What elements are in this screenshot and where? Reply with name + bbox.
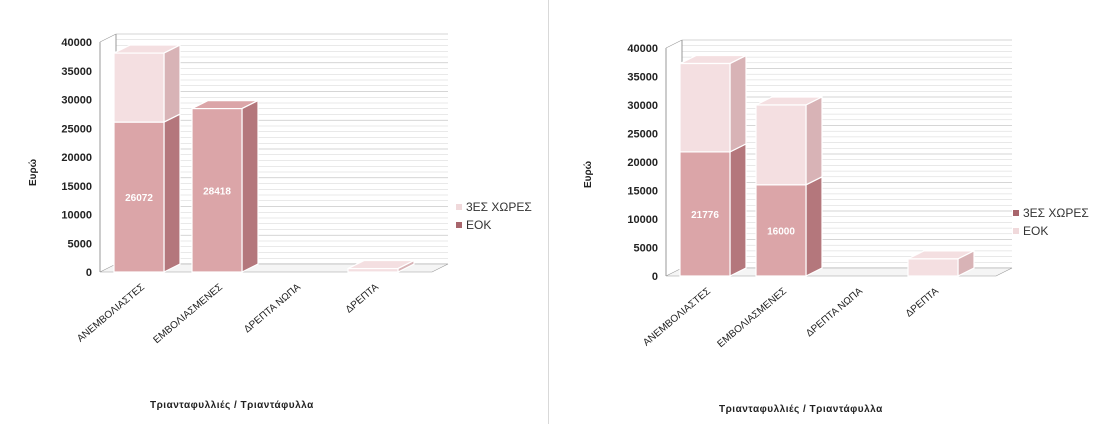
y-tick-label: 30000 — [61, 95, 92, 107]
legend: 3ΕΣ ΧΩΡΕΣ ΕΟΚ — [456, 198, 532, 234]
y-tick-label: 35000 — [627, 72, 658, 84]
wall-top-edge — [99, 33, 117, 43]
y-tick-label: 10000 — [627, 214, 658, 226]
bar-third-countries — [907, 249, 975, 277]
y-tick-label: 40000 — [627, 43, 658, 55]
y-tick-label: 15000 — [61, 181, 92, 193]
bar-front-face — [191, 107, 243, 273]
legend-label: 3ΕΣ ΧΩΡΕΣ — [466, 200, 532, 214]
bar-front-face — [679, 62, 731, 153]
x-tick-label: ΑΝΕΜΒΟΛΙΑΣΤΕΣ — [75, 282, 147, 345]
bar-data-label: 16000 — [767, 226, 795, 237]
y-tick-label: 0 — [86, 267, 92, 279]
x-tick-label: ΕΜΒΟΛΙΑΣΜΕΝΕΣ — [715, 286, 788, 350]
y-tick-label: 30000 — [627, 100, 658, 112]
chart-panel-left: 0 5000 10000 15000 20000 25000 30000 35000 40000… — [0, 0, 549, 424]
bar-side-face — [163, 44, 181, 124]
y-tick-label: 0 — [652, 271, 658, 283]
y-tick-label: 25000 — [61, 123, 92, 135]
x-tick-label: ΔΡΕΠΤΑ — [904, 286, 941, 320]
bar-front-face — [907, 258, 959, 277]
bar-front-face — [755, 184, 807, 277]
y-tick-label: 35000 — [61, 66, 92, 78]
bar-data-label: 21776 — [691, 210, 719, 221]
stacked-bar-chart-right: 0 5000 10000 15000 20000 25000 30000 35000 40000… — [627, 39, 1013, 350]
bar-side-face — [241, 99, 259, 273]
bar-front-face — [347, 267, 399, 273]
bar-third-countries — [113, 44, 181, 124]
y-tick-label: 20000 — [627, 157, 658, 169]
legend-item-third-countries: 3ΕΣ ΧΩΡΕΣ — [456, 198, 532, 216]
legend: 3ΕΣ ΧΩΡΕΣ ΕΟΚ — [1013, 204, 1089, 240]
stacked-bar-chart-left: 0 5000 10000 15000 20000 25000 30000 35000 40000… — [61, 33, 449, 346]
y-axis-label: Ευρώ — [28, 158, 39, 186]
y-tick-label: 15000 — [627, 186, 658, 198]
bar-front-face — [755, 104, 807, 186]
legend-label: ΕΟΚ — [1023, 224, 1049, 238]
y-tick-label: 5000 — [634, 243, 658, 255]
y-tick-label: 25000 — [627, 129, 658, 141]
x-tick-label: ΑΝΕΜΒΟΛΙΑΣΤΕΣ — [641, 286, 713, 349]
x-axis-label: Τριανταφυλλιές / Τριαντάφυλλα — [719, 404, 883, 415]
y-tick-label: 10000 — [61, 210, 92, 222]
bar-front-face — [113, 121, 165, 273]
wall-top-edge — [665, 39, 683, 49]
bar-data-label: 28418 — [203, 186, 231, 197]
bar-third-countries — [679, 54, 747, 153]
x-tick-label: ΔΡΕΠΤΑ — [344, 282, 381, 316]
legend-swatch — [456, 222, 462, 228]
y-tick-label: 40000 — [61, 37, 92, 49]
legend-swatch — [1013, 210, 1019, 216]
bar-side-face — [805, 96, 823, 186]
bar-front-face — [113, 52, 165, 123]
x-axis-label: Τριανταφυλλιές / Τριαντάφυλλα — [150, 400, 314, 411]
legend-swatch — [456, 204, 462, 210]
legend-label: ΕΟΚ — [466, 218, 492, 232]
bar-side-face — [729, 142, 747, 277]
x-tick-label: ΔΡΕΠΤΑ ΝΩΠΑ — [242, 282, 303, 336]
x-tick-label: ΔΡΕΠΤΑ ΝΩΠΑ — [804, 286, 865, 340]
bar-data-label: 26072 — [125, 193, 153, 204]
bar-third-countries — [755, 96, 823, 186]
y-tick-label: 20000 — [61, 152, 92, 164]
legend-label: 3ΕΣ ΧΩΡΕΣ — [1023, 206, 1089, 220]
y-tick-label: 5000 — [68, 238, 92, 250]
legend-item-eok: ΕΟΚ — [1013, 222, 1089, 240]
bar-side-face — [805, 175, 823, 277]
legend-swatch — [1013, 228, 1019, 234]
bar-side-face — [163, 113, 181, 273]
x-tick-label: ΕΜΒΟΛΙΑΣΜΕΝΕΣ — [151, 282, 224, 346]
bar-third-countries — [347, 259, 415, 273]
y-axis-label: Ευρώ — [583, 160, 594, 188]
legend-item-eok: ΕΟΚ — [456, 216, 532, 234]
legend-item-third-countries: 3ΕΣ ΧΩΡΕΣ — [1013, 204, 1089, 222]
bar-eok — [191, 99, 259, 273]
bar-side-face — [729, 54, 747, 153]
chart-panel-right: 0 5000 10000 15000 20000 25000 30000 35000 40000… — [549, 0, 1102, 424]
